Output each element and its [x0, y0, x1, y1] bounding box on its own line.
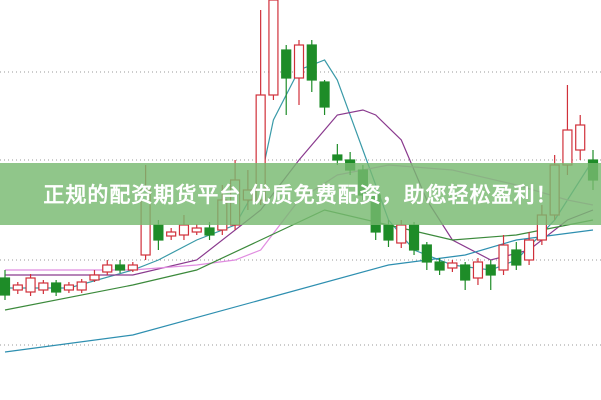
candle-up — [396, 224, 407, 244]
candle-up — [12, 284, 23, 291]
candle-down — [434, 261, 445, 271]
candle-up — [102, 264, 113, 273]
banner-text: 正规的配资期货平台 优质免费配资，助您轻松盈利！ — [43, 183, 558, 207]
candle-down — [421, 244, 432, 263]
candle-down — [511, 249, 522, 266]
candle-down — [332, 154, 343, 161]
candle-up — [166, 231, 177, 237]
candle-down — [204, 227, 215, 236]
candle-up — [472, 261, 484, 279]
candle-up — [191, 227, 202, 233]
candle-down — [383, 224, 394, 241]
candle-down — [460, 264, 471, 281]
candle-up — [523, 239, 535, 261]
promo-banner: 正规的配资期货平台 优质免费配资，助您轻松盈利！ — [0, 163, 601, 225]
candle-up — [562, 129, 573, 166]
candle-up — [127, 264, 138, 271]
candle-down — [0, 277, 11, 296]
candle-up — [76, 281, 87, 291]
candle-up — [268, 0, 279, 96]
candle-up — [293, 44, 305, 79]
candle-down — [281, 49, 292, 79]
candle-up — [575, 124, 586, 151]
candle-down — [319, 81, 330, 108]
candle-down — [114, 264, 126, 271]
candle-up — [63, 284, 75, 291]
candle-up — [498, 244, 509, 271]
candle-down — [408, 224, 420, 251]
candle-down — [485, 264, 496, 276]
candle-down — [306, 44, 317, 81]
moving-average-line — [4, 229, 594, 353]
candle-down — [51, 282, 62, 293]
candle-up — [447, 262, 458, 269]
candle-down — [153, 224, 164, 241]
candle-up — [38, 282, 49, 291]
candle-up — [178, 224, 190, 236]
candle-up — [89, 274, 100, 281]
candle-up — [25, 277, 36, 293]
